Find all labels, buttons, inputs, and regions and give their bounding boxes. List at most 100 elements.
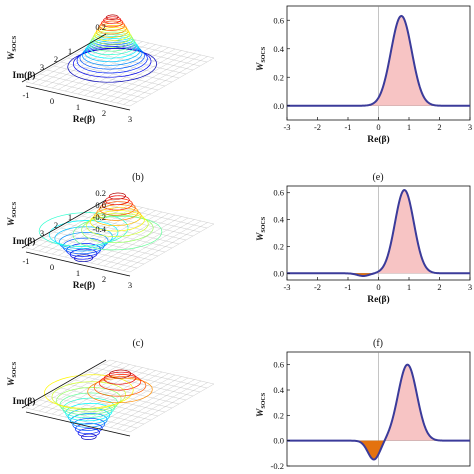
surface-contour bbox=[105, 14, 119, 20]
x-tick-label: -1 bbox=[22, 90, 29, 100]
panel-label-f: (f) bbox=[373, 338, 383, 349]
z-axis-label: WSOCS bbox=[7, 201, 18, 226]
y-axis-line bbox=[21, 359, 107, 409]
grid-line bbox=[46, 235, 152, 261]
x-tick-label: 3 bbox=[468, 122, 472, 132]
y-tick-label: 0.0 bbox=[273, 436, 284, 446]
area-chart-d: -3 -2 -1 0 1 2 3 0.0 0.2 0.4 0.6 Re(β) WSOCS bbox=[256, 5, 472, 145]
grid-line bbox=[102, 37, 208, 63]
z-tick-label: 0.2 bbox=[95, 22, 106, 32]
surface-contour bbox=[98, 374, 142, 391]
y-tick-label: 0.4 bbox=[273, 44, 284, 54]
grid-line bbox=[67, 223, 173, 249]
surface-contour bbox=[108, 192, 126, 200]
x-tick-label: -3 bbox=[283, 122, 290, 132]
y-tick-label: -0.2 bbox=[271, 461, 284, 471]
y-axis-label: WSOCS bbox=[256, 392, 267, 417]
grid-line bbox=[53, 65, 159, 91]
surface-contour bbox=[59, 392, 118, 416]
y-tick-label: 0.4 bbox=[273, 215, 284, 225]
y-tick-label: 3 bbox=[40, 62, 44, 72]
y-tick-label: 0.4 bbox=[273, 385, 284, 395]
x-axis-line bbox=[25, 85, 131, 111]
y-tick-label: 3 bbox=[40, 228, 44, 238]
surface-contour bbox=[62, 397, 116, 419]
y-axis-line bbox=[21, 199, 107, 249]
grid-line bbox=[81, 375, 187, 401]
x-tick-label: 1 bbox=[407, 282, 411, 292]
y-axis-label: Im(β) bbox=[13, 236, 36, 247]
z-tick-label: -0.2 bbox=[93, 212, 106, 222]
surface-contour bbox=[87, 36, 137, 55]
wigner-curve bbox=[287, 363, 470, 461]
z-tick-label: 0.0 bbox=[95, 200, 106, 210]
y-tick-label: 0.6 bbox=[273, 188, 284, 198]
x-axis-line bbox=[25, 251, 131, 277]
x-tick-label: 0 bbox=[376, 282, 380, 292]
grid-line bbox=[88, 371, 194, 397]
surface-contour bbox=[77, 428, 100, 438]
grid-line bbox=[67, 57, 173, 83]
grid-line bbox=[95, 367, 201, 393]
x-tick-label: 0 bbox=[50, 96, 54, 106]
surface-contour bbox=[108, 369, 132, 379]
grid-line bbox=[46, 395, 152, 421]
x-tick-label: 2 bbox=[102, 108, 106, 118]
grid-line bbox=[74, 379, 180, 405]
y-axis-line bbox=[21, 33, 107, 83]
grid-line bbox=[88, 45, 194, 71]
y-tick-label: 0.6 bbox=[273, 15, 284, 25]
x-tick-label: 3 bbox=[128, 114, 132, 124]
y-tick-label: 0.0 bbox=[273, 101, 284, 111]
grid-line bbox=[88, 211, 194, 237]
y-tick-label: 0.2 bbox=[273, 410, 284, 420]
y-axis-label: Im(β) bbox=[13, 396, 36, 407]
y-axis-label: Im(β) bbox=[13, 70, 36, 81]
x-axis-label: Re(β) bbox=[73, 114, 95, 125]
x-tick-label: -1 bbox=[344, 282, 351, 292]
surface-contour bbox=[97, 22, 127, 35]
grid-line bbox=[60, 61, 166, 87]
x-tick-label: 2 bbox=[102, 274, 106, 284]
area-plots: -3 -2 -1 0 1 2 3 0.0 0.2 0.4 0.6 Re(β) WSOCS -3 -2 -1 0 1… bbox=[256, 5, 472, 471]
grid-line bbox=[39, 73, 145, 99]
negative-region bbox=[287, 440, 470, 460]
y-tick-label: 2 bbox=[54, 220, 58, 230]
grid-line bbox=[25, 81, 131, 107]
x-tick-label: -2 bbox=[314, 122, 321, 132]
z-tick-label: -0.4 bbox=[93, 224, 107, 234]
surface-contour bbox=[93, 376, 147, 397]
surface-contour bbox=[105, 195, 130, 206]
grid-line bbox=[74, 53, 180, 79]
x-tick-label: -1 bbox=[344, 122, 351, 132]
surface-contour bbox=[96, 204, 139, 221]
y-tick-label: 0.6 bbox=[273, 360, 284, 370]
x-axis-label: Re(β) bbox=[73, 280, 95, 291]
x-tick-label: 2 bbox=[437, 282, 441, 292]
x-tick-label: 1 bbox=[76, 102, 80, 112]
surface-contour bbox=[72, 215, 163, 251]
surface-contour bbox=[66, 243, 102, 257]
wigner-curve bbox=[287, 14, 470, 107]
y-tick-label: 0.2 bbox=[273, 72, 284, 82]
surface-contour bbox=[67, 408, 110, 425]
x-axis-line bbox=[25, 411, 131, 437]
y-tick-label: 0.2 bbox=[273, 241, 284, 251]
surface-contour bbox=[93, 207, 142, 226]
y-tick-label: 1 bbox=[68, 212, 72, 222]
surface-contour bbox=[38, 212, 129, 247]
x-tick-label: -1 bbox=[22, 256, 29, 266]
grid-line bbox=[102, 363, 208, 389]
grid-line bbox=[60, 387, 166, 413]
z-tick-label: 0.2 bbox=[95, 188, 106, 198]
surface-contour bbox=[87, 377, 153, 404]
z-axis-label: WSOCS bbox=[7, 361, 18, 386]
panel-label-e: (e) bbox=[372, 172, 383, 183]
x-tick-label: 2 bbox=[437, 122, 441, 132]
area-chart-f: -0.2 0.0 0.2 0.4 0.6 WSOCS bbox=[256, 351, 471, 471]
surface-contour bbox=[67, 48, 158, 83]
x-tick-label: 3 bbox=[128, 280, 132, 290]
